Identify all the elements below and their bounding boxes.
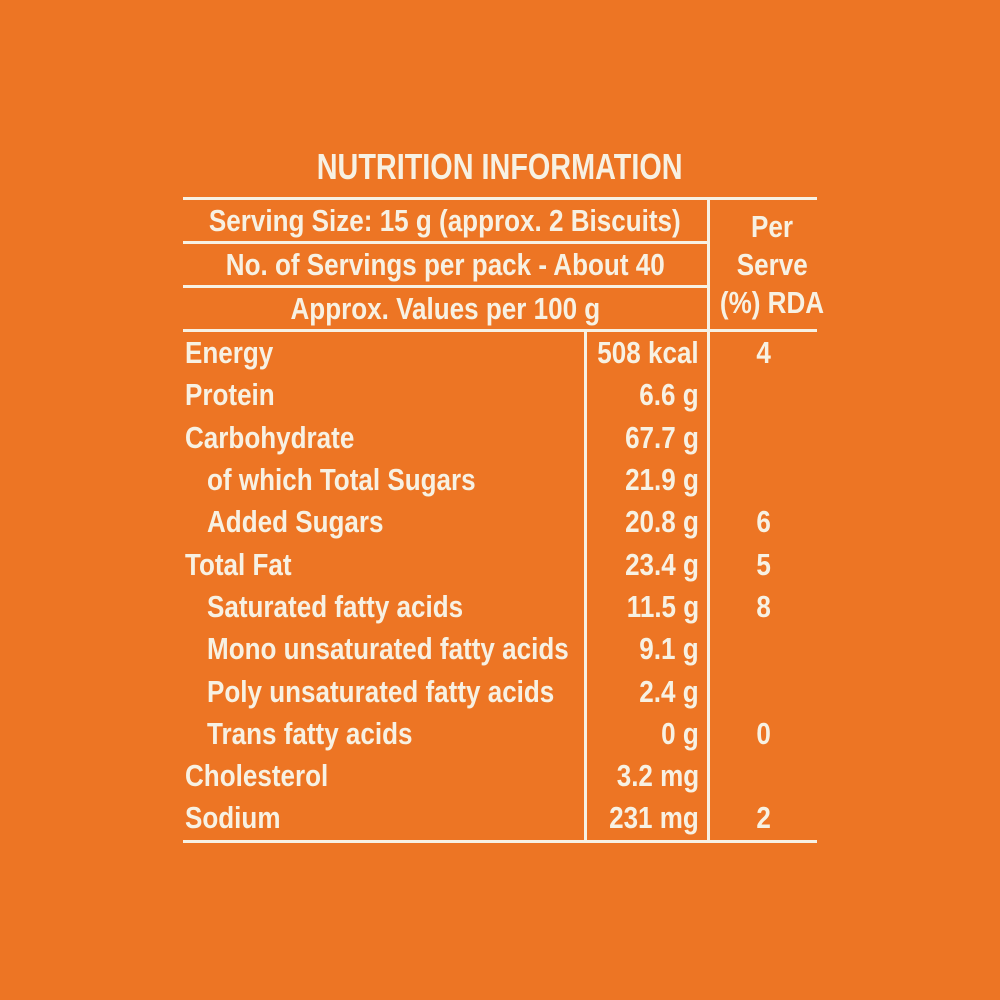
nutrient-rda: 2	[756, 800, 771, 836]
nutrient-value-cell: 9.1 g	[587, 628, 710, 671]
nutrient-rda: 4	[756, 335, 771, 371]
nutrient-label-cell: Protein	[183, 374, 587, 417]
nutrient-label-cell: Saturated fatty acids	[183, 585, 587, 629]
nutrient-value-cell: 20.8 g	[587, 501, 710, 544]
approx-values-row: Approx. Values per 100 g	[183, 288, 707, 329]
table-row: Cholesterol 3.2 mg	[183, 754, 817, 798]
nutrient-value-cell: 508 kcal	[587, 332, 710, 375]
serving-size-row: Serving Size: 15 g (approx. 2 Biscuits)	[183, 200, 707, 244]
nutrition-table: Serving Size: 15 g (approx. 2 Biscuits) …	[183, 197, 824, 843]
nutrient-label: Protein	[185, 377, 275, 413]
nutrient-value: 21.9 g	[625, 462, 699, 498]
page-title-text: NUTRITION INFORMATION	[317, 146, 683, 187]
nutrient-label-cell: Trans fatty acids	[183, 712, 587, 755]
serving-size-text: Serving Size: 15 g (approx. 2 Biscuits)	[209, 202, 681, 238]
table-row: Poly unsaturated fatty acids 2.4 g	[183, 670, 817, 713]
nutrient-value: 23.4 g	[625, 546, 699, 582]
nutrient-value: 0 g	[661, 715, 699, 751]
table-row: Added Sugars 20.8 g 6	[183, 501, 817, 544]
nutrient-value: 20.8 g	[625, 504, 699, 540]
nutrient-value-cell: 6.6 g	[587, 374, 710, 417]
nutrient-rda-cell: 8	[710, 586, 817, 628]
per-serve-rda-header: Per Serve (%) RDA	[710, 200, 834, 329]
nutrient-label-cell: Carbohydrate	[183, 416, 587, 459]
nutrient-label: of which Total Sugars	[207, 462, 476, 498]
nutrient-rda-cell	[710, 755, 817, 797]
nutrient-value-cell: 11.5 g	[587, 585, 710, 629]
table-row: Total Fat 23.4 g 5	[183, 543, 817, 586]
nutrient-rda-cell: 5	[710, 543, 817, 585]
nutrient-value: 67.7 g	[625, 419, 699, 455]
nutrient-value: 2.4 g	[639, 673, 699, 709]
nutrient-rda-cell	[710, 628, 817, 670]
per-serve-line: Per	[750, 208, 793, 244]
table-header: Serving Size: 15 g (approx. 2 Biscuits) …	[183, 200, 824, 332]
nutrient-rda-cell: 2	[710, 797, 817, 839]
nutrient-label-cell: Poly unsaturated fatty acids	[183, 670, 587, 713]
nutrient-value-cell: 67.7 g	[587, 416, 710, 459]
nutrient-value-cell: 23.4 g	[587, 543, 710, 586]
nutrient-rda: 5	[756, 546, 771, 582]
nutrient-rda-cell	[710, 459, 817, 501]
nutrient-value-cell: 231 mg	[587, 797, 710, 840]
nutrient-label-cell: Cholesterol	[183, 754, 587, 798]
nutrient-value-cell: 2.4 g	[587, 670, 710, 713]
nutrient-label: Poly unsaturated fatty acids	[207, 673, 555, 709]
servings-per-pack-row: No. of Servings per pack - About 40	[183, 244, 707, 288]
per-serve-line: Serve	[736, 246, 808, 282]
nutrient-label: Mono unsaturated fatty acids	[207, 631, 569, 667]
table-row: Energy 508 kcal 4	[183, 332, 817, 375]
table-body: Energy 508 kcal 4 Protein 6.6 g Carbohyd…	[183, 332, 817, 843]
nutrient-value-cell: 0 g	[587, 712, 710, 755]
table-row: Trans fatty acids 0 g 0	[183, 712, 817, 755]
nutrient-value-cell: 3.2 mg	[587, 754, 710, 798]
approx-values-text: Approx. Values per 100 g	[290, 290, 600, 326]
nutrient-value: 9.1 g	[639, 631, 699, 667]
nutrient-rda-cell	[710, 670, 817, 712]
nutrient-value: 3.2 mg	[616, 758, 699, 794]
nutrient-rda-cell	[710, 417, 817, 459]
nutrient-value: 11.5 g	[626, 588, 699, 624]
nutrient-label: Total Fat	[185, 546, 292, 582]
per-serve-line: (%) RDA	[719, 284, 825, 320]
nutrient-label: Cholesterol	[185, 758, 329, 794]
table-header-left: Serving Size: 15 g (approx. 2 Biscuits) …	[183, 200, 710, 329]
nutrient-label-cell: Total Fat	[183, 543, 587, 586]
nutrient-label-cell: of which Total Sugars	[183, 458, 587, 502]
nutrient-rda-cell: 0	[710, 713, 817, 755]
nutrient-label: Added Sugars	[207, 504, 384, 540]
nutrient-label: Trans fatty acids	[207, 715, 413, 751]
nutrient-rda-cell: 6	[710, 501, 817, 543]
nutrient-value: 508 kcal	[597, 335, 699, 371]
table-row: Sodium 231 mg 2	[183, 797, 817, 840]
nutrient-value: 231 mg	[609, 800, 699, 836]
servings-per-pack-text: No. of Servings per pack - About 40	[225, 246, 665, 282]
table-row: Saturated fatty acids 11.5 g 8	[183, 585, 817, 629]
table-row: of which Total Sugars 21.9 g	[183, 458, 817, 502]
nutrient-label-cell: Added Sugars	[183, 501, 587, 544]
nutrient-value: 6.6 g	[639, 377, 699, 413]
nutrient-rda-cell: 4	[710, 332, 817, 374]
page-title: NUTRITION INFORMATION	[0, 146, 1000, 188]
table-row: Protein 6.6 g	[183, 374, 817, 417]
nutrient-label-cell: Mono unsaturated fatty acids	[183, 628, 587, 671]
nutrient-rda: 0	[756, 715, 771, 751]
table-row: Carbohydrate 67.7 g	[183, 416, 817, 459]
nutrient-label: Energy	[185, 335, 274, 371]
nutrient-label-cell: Sodium	[183, 797, 587, 840]
nutrient-label: Sodium	[185, 800, 281, 836]
nutrient-rda: 8	[756, 588, 771, 624]
nutrient-rda: 6	[756, 504, 771, 540]
nutrient-label: Saturated fatty acids	[207, 588, 464, 624]
nutrient-label-cell: Energy	[183, 332, 587, 375]
nutrient-label: Carbohydrate	[185, 419, 355, 455]
nutrient-rda-cell	[710, 374, 817, 416]
table-row: Mono unsaturated fatty acids 9.1 g	[183, 628, 817, 671]
nutrient-value-cell: 21.9 g	[587, 458, 710, 502]
